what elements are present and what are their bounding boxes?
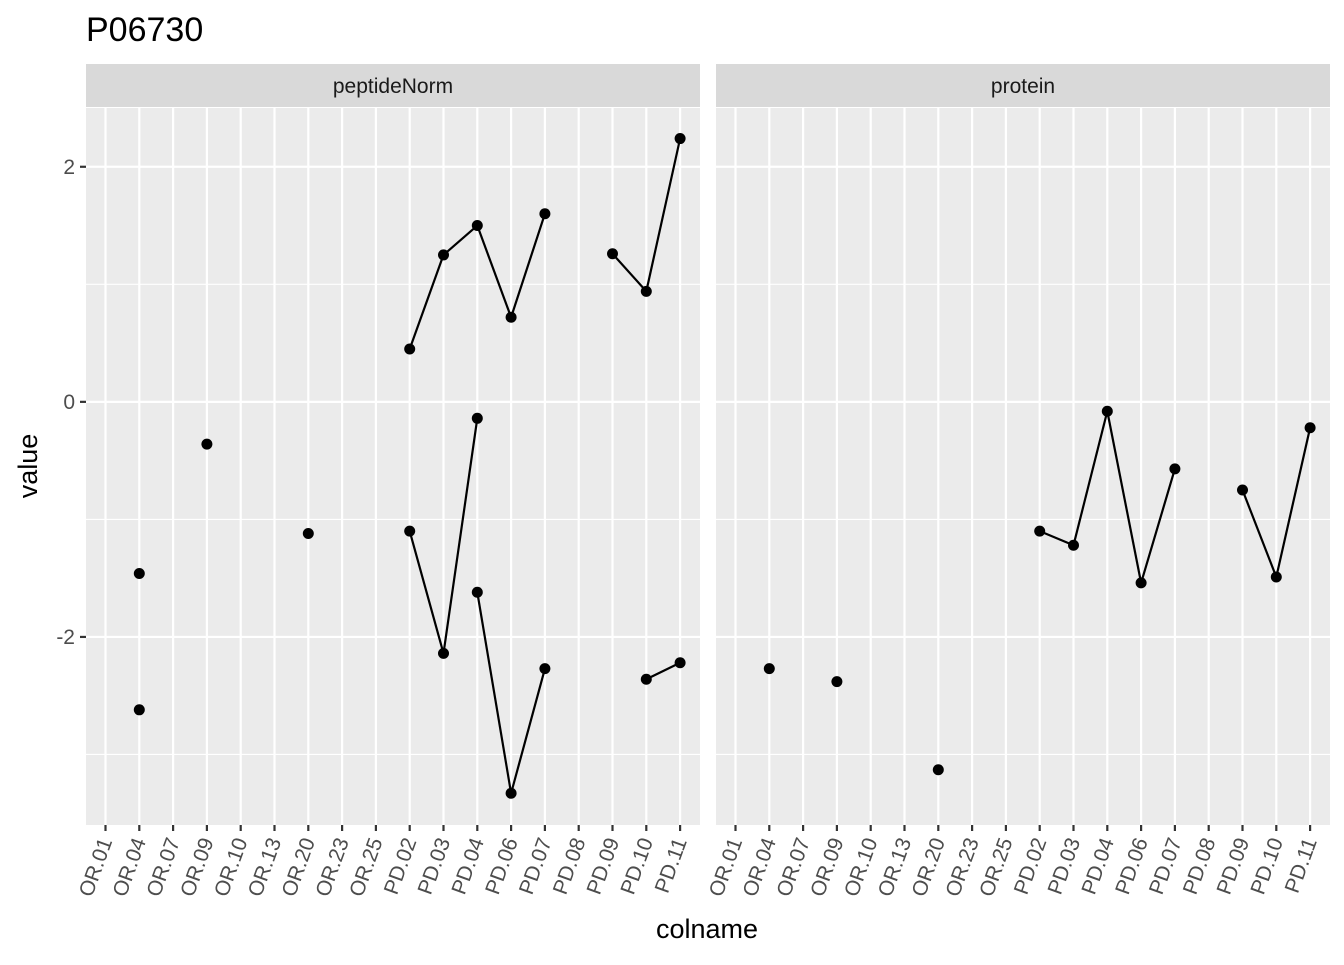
data-point bbox=[505, 311, 517, 323]
data-point bbox=[831, 676, 843, 688]
data-point bbox=[607, 248, 618, 260]
series-line-segment bbox=[1140, 468, 1176, 584]
y-tick-label: -2 bbox=[56, 626, 75, 649]
data-point bbox=[404, 343, 416, 355]
data-point bbox=[438, 249, 449, 261]
data-point bbox=[404, 525, 416, 537]
facet-strip bbox=[716, 64, 1330, 107]
panel-background bbox=[86, 108, 700, 825]
y-tick-label: 0 bbox=[63, 391, 75, 414]
facet-panels: peptideNormOR.01OR.04OR.07OR.09OR.10OR.1… bbox=[56, 64, 1330, 900]
data-point bbox=[1101, 405, 1113, 417]
data-point bbox=[763, 663, 775, 675]
series-line-segment bbox=[408, 254, 445, 350]
data-point bbox=[1135, 577, 1147, 589]
x-axis-title: colname bbox=[656, 914, 758, 944]
data-point bbox=[133, 704, 145, 716]
data-point bbox=[302, 527, 314, 539]
facet-panel-protein: proteinOR.01OR.04OR.07OR.09OR.10OR.13OR.… bbox=[705, 64, 1330, 900]
data-point bbox=[932, 764, 944, 776]
data-point bbox=[471, 220, 483, 232]
series-line-segment bbox=[1039, 530, 1074, 547]
data-point bbox=[1169, 463, 1181, 475]
series-line-segment bbox=[1241, 489, 1278, 578]
data-point bbox=[438, 647, 449, 659]
data-point bbox=[471, 412, 483, 424]
data-point bbox=[539, 208, 551, 220]
series-line-segment bbox=[645, 661, 681, 681]
data-point bbox=[674, 657, 686, 669]
series-line-segment bbox=[611, 253, 648, 293]
data-point bbox=[1237, 484, 1248, 496]
data-point bbox=[1034, 525, 1046, 537]
facet-panel-peptideNorm: peptideNormOR.01OR.04OR.07OR.09OR.10OR.1… bbox=[56, 64, 700, 900]
data-point bbox=[1304, 422, 1316, 434]
series-line-segment bbox=[442, 418, 479, 654]
data-point bbox=[674, 133, 686, 145]
data-point bbox=[1270, 571, 1282, 583]
chart-title: P06730 bbox=[86, 11, 203, 49]
data-point bbox=[133, 567, 145, 579]
data-point bbox=[471, 586, 483, 598]
series-line-segment bbox=[408, 530, 445, 654]
series-line-segment bbox=[510, 668, 546, 794]
data-point bbox=[640, 285, 652, 297]
series-line-segment bbox=[1106, 411, 1143, 584]
data-point bbox=[539, 663, 551, 675]
data-point bbox=[640, 673, 652, 685]
series-line-segment bbox=[510, 213, 546, 318]
series-line-segment bbox=[1275, 427, 1312, 578]
series-line-segment bbox=[1072, 410, 1109, 546]
facet-strip bbox=[86, 64, 700, 107]
data-point bbox=[201, 438, 213, 450]
series-line-segment bbox=[476, 592, 513, 794]
facet-strip-label: peptideNorm bbox=[333, 75, 453, 98]
series-line-segment bbox=[442, 224, 479, 256]
series-line-segment bbox=[476, 225, 513, 318]
y-tick-label: 2 bbox=[63, 156, 75, 179]
data-point bbox=[505, 787, 517, 799]
y-axis-title: value bbox=[13, 434, 43, 499]
data-point bbox=[1068, 539, 1079, 551]
series-line-segment bbox=[645, 138, 682, 292]
panel-background bbox=[716, 108, 1330, 825]
facet-strip-label: protein bbox=[991, 75, 1055, 98]
